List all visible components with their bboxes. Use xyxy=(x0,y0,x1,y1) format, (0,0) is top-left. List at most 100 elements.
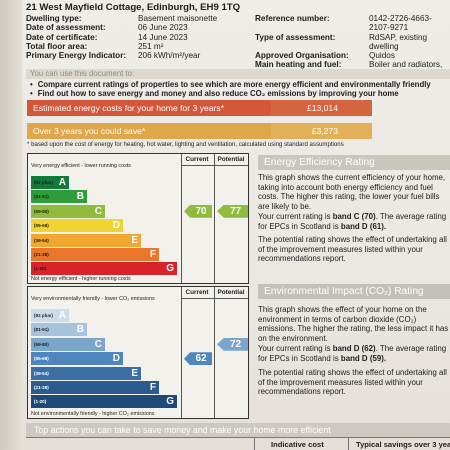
info-key: Primary Energy Indicator: xyxy=(26,51,127,61)
info-key: Dwelling type: xyxy=(26,14,82,23)
chart-top-caption: Very environmentally friendly - lower CO… xyxy=(31,296,155,302)
text-span: Your current rating is xyxy=(258,344,333,353)
band-letter: C xyxy=(94,205,102,217)
band-letter: D xyxy=(112,353,120,365)
energy-efficiency-chart: Current Potential Very energy efficient … xyxy=(27,153,249,284)
info-row: Date of certificate: 14 June 2023 xyxy=(26,33,217,42)
page-edge-shadow xyxy=(0,0,22,450)
band-letter: C xyxy=(94,338,102,350)
rating-band-e: (39-54) E xyxy=(31,233,141,247)
band-range: (39-54) xyxy=(34,237,49,243)
info-row: Date of assessment: 06 June 2023 xyxy=(26,23,217,32)
efficiency-paragraph-3: The potential rating shows the effect of… xyxy=(258,235,447,264)
rating-band-f: (21-38) F xyxy=(31,248,159,261)
column-divider xyxy=(254,438,255,450)
current-rating-marker: 70 xyxy=(184,204,212,218)
column-divider xyxy=(181,154,182,283)
info-value: 251 m² xyxy=(138,41,164,51)
saving-value: £3,273 xyxy=(271,123,372,139)
current-column-heading: Current xyxy=(185,289,209,296)
info-row: Reference number: 0142-2726-4663-2107-927… xyxy=(255,14,449,33)
band-range: (69-80) xyxy=(34,208,49,214)
column-divider xyxy=(348,438,349,450)
efficiency-paragraph-1: This graph shows the current efficiency … xyxy=(258,173,446,211)
estimated-cost-label: Estimated energy costs for your home for… xyxy=(27,100,271,116)
band-letter: A xyxy=(58,177,66,188)
band-range: (81-91) xyxy=(34,194,49,200)
efficiency-paragraph-2: Your current rating is band C (70). The … xyxy=(258,212,450,231)
band-letter: A xyxy=(58,310,66,321)
band-range: (21-38) xyxy=(34,385,49,390)
column-divider xyxy=(181,287,182,418)
environmental-impact-chart: Current Potential Very environmentally f… xyxy=(27,286,249,419)
rating-band-c: (69-80) C xyxy=(31,204,105,218)
environment-paragraph-2: Your current rating is band D (62). The … xyxy=(258,344,450,363)
info-key: Date of certificate: xyxy=(26,32,98,42)
info-value: 0142-2726-4663-2107-9271 xyxy=(369,14,432,33)
saving-label: Over 3 years you could save* xyxy=(27,123,271,139)
band-range: (39-54) xyxy=(34,370,49,376)
current-band-text: band C (70) xyxy=(332,212,376,221)
rating-band-g: (1-20) G xyxy=(31,395,177,409)
text-span: . The average rating for EPCs in Scotlan… xyxy=(258,212,447,231)
info-key: Type of assessment: xyxy=(255,32,336,42)
info-key: Approved Organisation: xyxy=(255,51,349,61)
dwelling-info-left: Dwelling type: Basement maisonette Date o… xyxy=(26,14,217,60)
band-letter: G xyxy=(166,396,174,408)
band-letter: B xyxy=(76,324,84,336)
info-value: Basement maisonette xyxy=(138,14,218,23)
info-row: Approved Organisation: Quidos xyxy=(255,51,449,60)
current-column-heading: Current xyxy=(185,156,209,163)
band-letter: B xyxy=(76,191,84,203)
info-key: Main heating and fuel: xyxy=(255,60,342,70)
info-value: RdSAP, existing dwelling xyxy=(369,32,428,51)
indicative-cost-heading: Indicative cost xyxy=(271,440,324,449)
text-span: . The average rating for EPCs in Scotlan… xyxy=(258,344,447,363)
info-row: Total floor area: 251 m² xyxy=(26,42,217,51)
estimated-cost-value: £13,014 xyxy=(271,100,372,116)
rating-band-d: (55-68) D xyxy=(31,219,123,233)
band-letter: E xyxy=(131,367,138,379)
band-range: (1-20) xyxy=(34,266,47,272)
top-actions-heading: Top actions you can take to save money a… xyxy=(26,423,450,437)
info-value: Quidos xyxy=(369,51,395,61)
use-bullets: Compare current ratings of properties to… xyxy=(30,80,431,98)
use-document-heading: You can use this document to: xyxy=(26,69,450,79)
potential-rating-marker: 77 xyxy=(217,204,248,218)
info-value: 14 June 2023 xyxy=(138,32,188,42)
bullet-item: Compare current ratings of properties to… xyxy=(30,80,431,89)
potential-rating-marker: 72 xyxy=(217,337,248,351)
band-letter: E xyxy=(131,234,138,246)
average-band-text: band D (59). xyxy=(340,353,387,363)
band-letter: F xyxy=(149,249,156,260)
band-letter: D xyxy=(112,220,120,232)
saving-row: Over 3 years you could save* £3,273 xyxy=(27,123,372,139)
text-span: Your current rating is xyxy=(258,212,333,221)
chart-top-caption: Very energy efficient - lower running co… xyxy=(31,163,131,169)
cost-footnote: * based upon the cost of energy for heat… xyxy=(27,141,344,148)
band-range: (81-91) xyxy=(34,327,49,333)
bullet-item: Find out how to save energy and money an… xyxy=(30,89,431,98)
average-band-text: band D (61). xyxy=(340,221,387,231)
rating-band-b: (81-91) B xyxy=(31,323,87,337)
band-letter: G xyxy=(166,263,174,275)
chart-bottom-caption: Not energy efficient - higher running co… xyxy=(31,276,131,282)
band-range: (21-38) xyxy=(34,252,49,257)
environment-paragraph-3: The potential rating shows the effect of… xyxy=(258,368,447,397)
estimated-cost-row: Estimated energy costs for your home for… xyxy=(27,100,372,116)
potential-column-heading: Potential xyxy=(217,289,245,296)
typical-savings-heading: Typical savings over 3 years xyxy=(356,440,450,449)
column-divider xyxy=(214,287,215,418)
band-range: (69-80) xyxy=(34,341,49,347)
info-key: Reference number: xyxy=(255,14,330,23)
rating-band-c: (69-80) C xyxy=(31,337,105,351)
band-range: (55-68) xyxy=(34,223,49,229)
info-value: 06 June 2023 xyxy=(138,23,188,33)
band-range: (92 plus) xyxy=(34,313,53,318)
rating-band-g: (1-20) G xyxy=(31,262,177,276)
band-range: (55-68) xyxy=(34,356,49,362)
info-key: Date of assessment: xyxy=(26,23,106,33)
potential-column-heading: Potential xyxy=(217,156,245,163)
column-divider xyxy=(214,154,215,283)
